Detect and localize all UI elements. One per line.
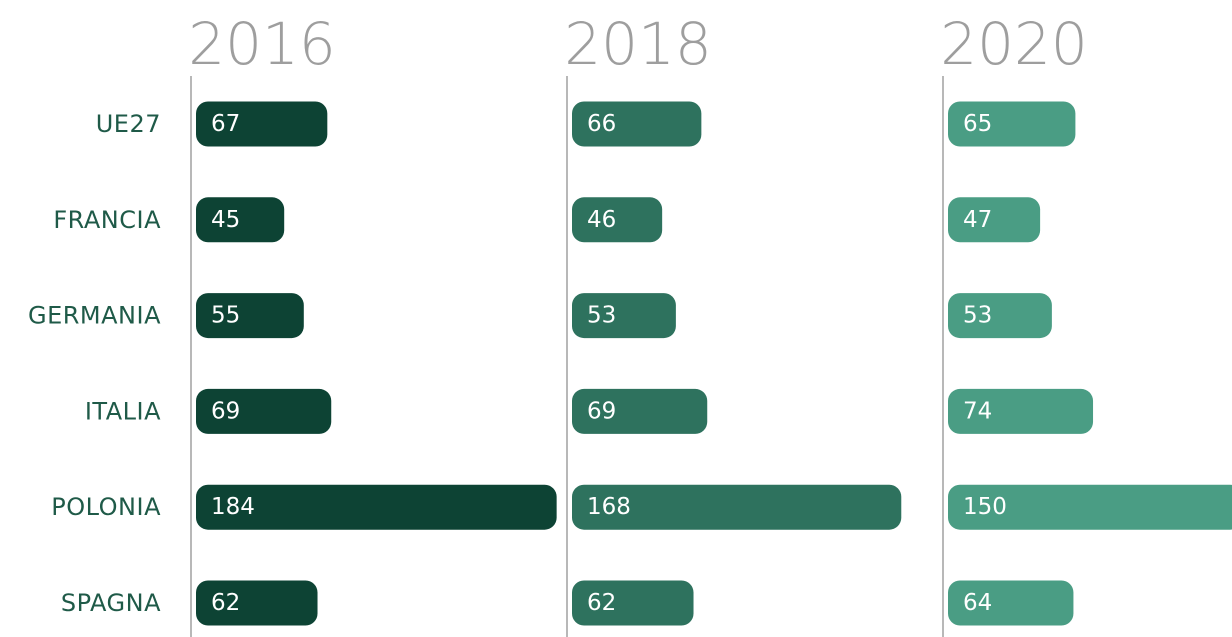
value-label: 62 [211,590,240,616]
bar [948,197,1041,243]
value-label: 66 [587,111,616,137]
bar [948,388,1094,434]
value-label: 69 [587,398,616,424]
bar [572,101,702,147]
value-label: 67 [211,111,240,137]
value-label: 184 [211,494,255,520]
bar [196,101,328,147]
panel-title: 2020 [940,10,1088,78]
bar [196,293,304,339]
bar [196,388,332,434]
value-label: 150 [963,494,1007,520]
value-label: 47 [963,207,992,233]
bar [572,388,708,434]
value-label: 69 [211,398,240,424]
bar [196,197,285,243]
bar [572,580,694,626]
value-label: 53 [587,303,616,329]
value-label: 74 [963,398,992,424]
bar [948,101,1076,147]
bar [196,580,318,626]
value-label: 53 [963,303,992,329]
bar [572,484,902,530]
category-label: UE27 [96,110,161,138]
value-label: 64 [963,590,992,616]
panel-title: 2016 [188,10,336,78]
bar [948,580,1074,626]
bar [948,293,1052,339]
value-label: 46 [587,207,616,233]
bar [196,484,557,530]
value-label: 45 [211,207,240,233]
value-label: 168 [587,494,631,520]
panel-title: 2018 [564,10,712,78]
category-label: FRANCIA [53,206,161,234]
value-label: 55 [211,303,240,329]
category-label: GERMANIA [28,302,161,330]
value-label: 62 [587,590,616,616]
bar [948,484,1232,530]
bar [572,293,676,339]
category-label: SPAGNA [61,589,161,617]
bar [572,197,663,243]
category-label: ITALIA [85,397,161,425]
value-label: 65 [963,111,992,137]
category-label: POLONIA [51,493,161,521]
